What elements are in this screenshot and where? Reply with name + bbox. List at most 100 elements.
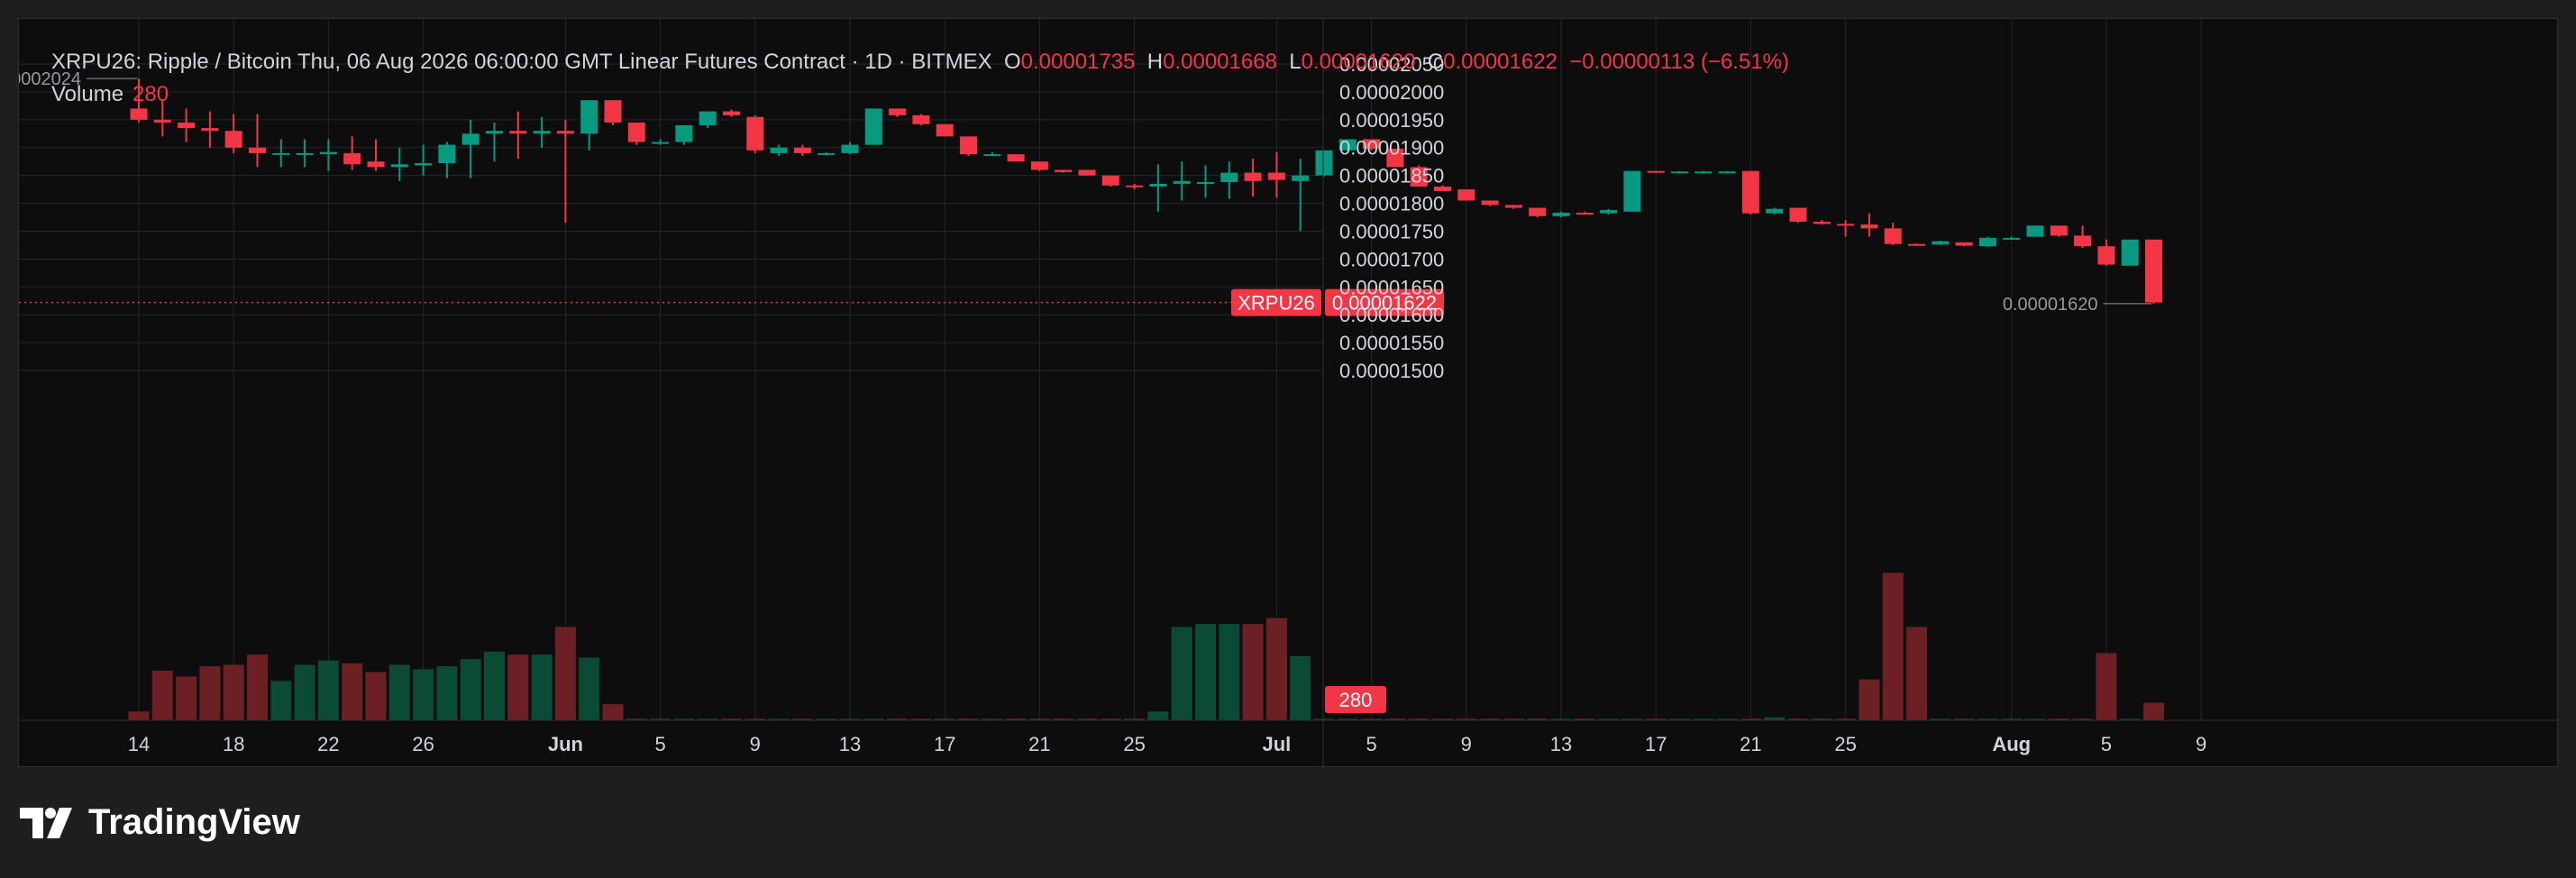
volume-bar xyxy=(910,718,932,720)
volume-bar xyxy=(1076,718,1098,720)
volume-bar xyxy=(1124,718,1146,720)
candle-body xyxy=(699,111,717,125)
candle-body xyxy=(604,100,622,123)
x-tick-label: Aug xyxy=(1992,733,2031,755)
volume-legend[interactable]: Volume 280 xyxy=(51,82,169,107)
candle-body xyxy=(1481,200,1499,206)
high-label: H xyxy=(1146,50,1164,74)
x-tick-label: 13 xyxy=(1550,733,1572,755)
x-tick-label: 22 xyxy=(317,733,339,755)
candle-body xyxy=(2026,225,2044,237)
y-tick-label: 0.00001800 xyxy=(1339,193,1444,215)
volume-bar xyxy=(1930,718,1951,720)
candle-body xyxy=(818,152,836,155)
high-value: 0.00001668 xyxy=(1163,50,1277,74)
candle-body xyxy=(319,151,337,155)
close-label: C xyxy=(1427,50,1444,74)
volume-bar xyxy=(1337,718,1358,720)
candle-body xyxy=(983,154,1001,157)
volume-bar xyxy=(1195,624,1216,720)
min-low-label: 0.00001620 xyxy=(2003,295,2098,315)
symbol-title[interactable]: XRPU26: Ripple / Bitcoin Thu, 06 Aug 202… xyxy=(51,50,992,74)
x-tick-label: 25 xyxy=(1123,733,1145,755)
volume-bar xyxy=(1906,626,1927,720)
candle-body xyxy=(627,122,645,142)
y-tick-label: 0.00002000 xyxy=(1339,81,1444,104)
volume-bar xyxy=(1835,718,1857,720)
volume-bar xyxy=(1456,718,1477,720)
volume-bar xyxy=(1811,718,1832,720)
last-price-tag xyxy=(1325,288,1444,316)
volume-bar xyxy=(1313,718,1335,720)
x-tick-label: Jul xyxy=(1263,733,1292,755)
volume-bar xyxy=(1408,718,1430,720)
candle-body xyxy=(2050,225,2068,236)
volume-bar xyxy=(342,663,363,720)
volume-bar xyxy=(484,651,505,720)
candle-body xyxy=(841,144,859,153)
candle-body xyxy=(390,164,408,168)
volume-bar xyxy=(768,718,790,720)
candle-body xyxy=(723,111,740,115)
candle-body xyxy=(1908,243,1925,246)
volume-bar xyxy=(365,672,387,720)
tradingview-logo-icon xyxy=(20,807,72,838)
volume-bar xyxy=(721,718,742,720)
volume-bar xyxy=(1053,718,1074,720)
candle-body xyxy=(2121,239,2139,266)
volume-bar xyxy=(1432,718,1453,720)
axes: 0.00002050 0.00002000 0.00001950 0.00001900… xyxy=(19,19,2559,768)
volume-bar xyxy=(2143,702,2164,720)
candle-body xyxy=(1741,170,1759,214)
volume-bar xyxy=(673,718,695,720)
volume-bar xyxy=(579,657,600,720)
x-tick-label: 14 xyxy=(128,733,150,755)
symbol-legend[interactable]: XRPU26: Ripple / Bitcoin Thu, 06 Aug 202… xyxy=(51,50,1789,75)
volume-bar xyxy=(791,718,813,720)
candle-body xyxy=(1101,175,1119,186)
x-tick-label: Jun xyxy=(548,733,583,755)
x-tick-label: 17 xyxy=(934,733,955,755)
y-tick-label: 0.00001550 xyxy=(1339,332,1444,354)
max-high-label: 0.00002024 xyxy=(19,69,81,89)
candle-body xyxy=(556,131,574,134)
y-tick-label: 0.00001650 xyxy=(1339,276,1444,298)
volume-bar xyxy=(602,704,624,720)
tradingview-logo[interactable]: TradingView xyxy=(20,802,300,843)
candle-body xyxy=(1363,139,1381,149)
volume-axis-label: 280 xyxy=(1339,689,1373,711)
chart-panel[interactable]: 0.000020240.00001620XRPU260.00001622280 … xyxy=(18,18,2559,768)
candle-body xyxy=(153,119,171,123)
x-tick-label: 17 xyxy=(1645,733,1667,755)
volume-bar xyxy=(887,718,909,720)
x-tick-label: 26 xyxy=(412,733,434,755)
candle-body xyxy=(509,131,527,134)
candle-body xyxy=(1576,213,1594,215)
grid xyxy=(19,19,2202,720)
y-tick-label: 0.00001950 xyxy=(1339,109,1444,132)
volume-bar xyxy=(1219,624,1240,720)
candle-body xyxy=(675,125,693,142)
volume-bar xyxy=(1265,617,1287,720)
volume-bar xyxy=(1290,655,1311,720)
candle-body xyxy=(1600,209,1618,214)
y-tick-label: 0.00001500 xyxy=(1339,360,1444,382)
volume-bar xyxy=(1669,718,1690,720)
candle-body xyxy=(367,161,385,168)
volume-bar xyxy=(294,664,315,720)
candle-body xyxy=(1647,170,1665,173)
volume-bar xyxy=(1953,718,1975,720)
volume-bar xyxy=(2001,718,2023,720)
candle-body xyxy=(1338,139,1357,151)
candle-body xyxy=(912,114,930,124)
candle-body xyxy=(1173,180,1191,184)
volume-bar xyxy=(1716,718,1738,720)
volume-bar xyxy=(958,718,979,720)
candle-body xyxy=(1694,171,1713,174)
y-tick-label: 0.00001900 xyxy=(1339,137,1444,160)
volume-bar xyxy=(388,664,410,720)
candlestick-chart[interactable]: 0.000020240.00001620XRPU260.00001622280 … xyxy=(19,19,2559,768)
low-label: L xyxy=(1289,50,1302,74)
open-value: 0.00001735 xyxy=(1020,50,1136,74)
candle-body xyxy=(1267,172,1285,180)
